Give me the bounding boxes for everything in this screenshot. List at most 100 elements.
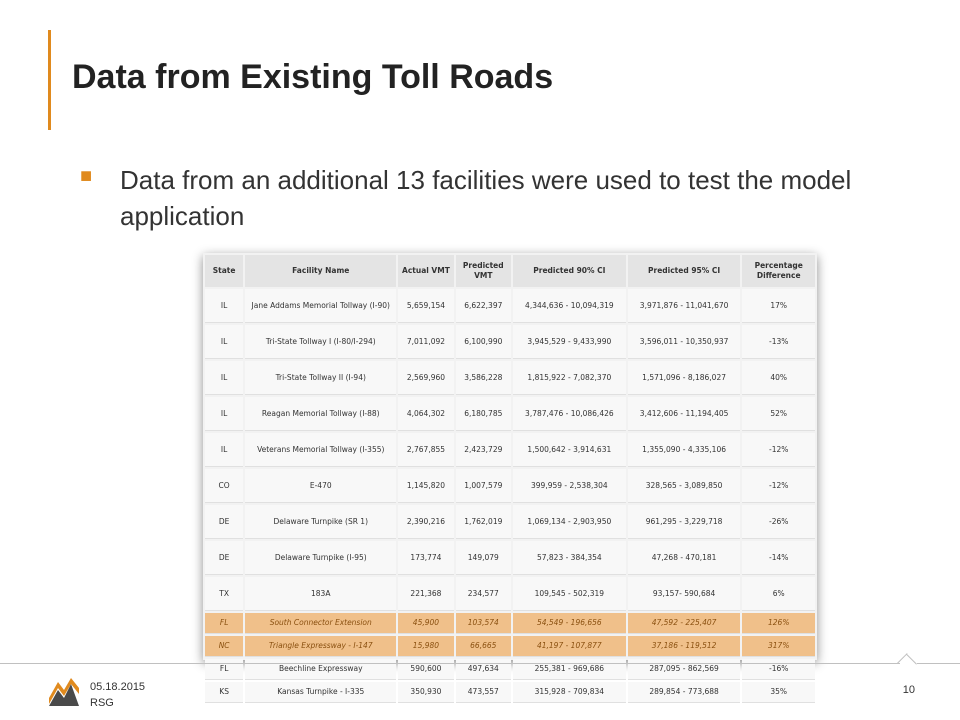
cell-pct-diff: 52% [742, 397, 815, 431]
table-row: NC Triangle Expressway - I-147 15,980 66,66… [205, 636, 815, 657]
cell-ci-95: 37,186 - 119,512 [627, 636, 741, 657]
cell-facility: Delaware Turnpike (I-95) [245, 541, 397, 575]
cell-facility: Reagan Memorial Tollway (I-88) [245, 397, 397, 431]
cell-state: NC [205, 636, 244, 657]
table-row: IL Veterans Memorial Tollway (I-355) 2,767… [205, 433, 815, 467]
table-row: IL Jane Addams Memorial Tollway (I-90) 5,6… [205, 289, 815, 323]
cell-facility: 183A [245, 577, 397, 611]
cell-pct-diff: -16% [742, 659, 815, 680]
cell-ci-95: 287,095 - 862,569 [627, 659, 741, 680]
cell-ci-90: 3,945,529 - 9,433,990 [512, 325, 626, 359]
cell-state: FL [205, 659, 244, 680]
cell-ci-90: 1,815,922 - 7,082,370 [512, 361, 626, 395]
cell-facility: Delaware Turnpike (SR 1) [245, 505, 397, 539]
cell-pct-diff: -26% [742, 505, 815, 539]
cell-ci-95: 47,268 - 470,181 [627, 541, 741, 575]
table-row: DE Delaware Turnpike (SR 1) 2,390,216 1,762… [205, 505, 815, 539]
header-facility: Facility Name [245, 255, 397, 287]
cell-ci-90: 54,549 - 196,656 [512, 613, 626, 634]
cell-state: DE [205, 541, 244, 575]
cell-ci-95: 3,971,876 - 11,041,670 [627, 289, 741, 323]
cell-pct-diff: -13% [742, 325, 815, 359]
cell-ci-95: 3,596,011 - 10,350,937 [627, 325, 741, 359]
cell-actual-vmt: 7,011,092 [398, 325, 454, 359]
cell-ci-90: 1,500,642 - 3,914,631 [512, 433, 626, 467]
cell-facility: Triangle Expressway - I-147 [245, 636, 397, 657]
cell-predicted-vmt: 149,079 [455, 541, 511, 575]
cell-ci-90: 399,959 - 2,538,304 [512, 469, 626, 503]
cell-ci-90: 315,928 - 709,834 [512, 682, 626, 703]
table-row: CO E-470 1,145,820 1,007,579 399,959 - 2,538… [205, 469, 815, 503]
footer-date: 05.18.2015 [90, 681, 146, 693]
cell-actual-vmt: 590,600 [398, 659, 454, 680]
footer-divider [0, 663, 900, 664]
table-row: IL Reagan Memorial Tollway (I-88) 4,064,30… [205, 397, 815, 431]
cell-state: KS [205, 682, 244, 703]
cell-predicted-vmt: 6,622,397 [455, 289, 511, 323]
table-row: KS Kansas Turnpike - I-335 350,930 473,557 3… [205, 682, 815, 703]
cell-predicted-vmt: 66,665 [455, 636, 511, 657]
cell-pct-diff: 35% [742, 682, 815, 703]
cell-facility: Tri-State Tollway I (I-80/I-294) [245, 325, 397, 359]
cell-actual-vmt: 173,774 [398, 541, 454, 575]
cell-predicted-vmt: 3,586,228 [455, 361, 511, 395]
table-row: TX 183A 221,368 234,577 109,545 - 502,319 93,… [205, 577, 815, 611]
header-state: State [205, 255, 244, 287]
cell-predicted-vmt: 6,100,990 [455, 325, 511, 359]
cell-pct-diff: 17% [742, 289, 815, 323]
cell-actual-vmt: 15,980 [398, 636, 454, 657]
cell-ci-90: 3,787,476 - 10,086,426 [512, 397, 626, 431]
bullet-text: Data from an additional 13 facilities we… [120, 165, 852, 231]
table-row: IL Tri-State Tollway II (I-94) 2,569,960 3,… [205, 361, 815, 395]
cell-predicted-vmt: 473,557 [455, 682, 511, 703]
cell-ci-90: 255,381 - 969,686 [512, 659, 626, 680]
table-row: FL Beechline Expressway 590,600 497,634 255,… [205, 659, 815, 680]
cell-pct-diff: 40% [742, 361, 815, 395]
square-bullet-icon: ■ [80, 165, 93, 187]
cell-ci-90: 41,197 - 107,877 [512, 636, 626, 657]
cell-predicted-vmt: 1,007,579 [455, 469, 511, 503]
header-predicted-vmt: Predicted VMT [455, 255, 511, 287]
cell-state: IL [205, 325, 244, 359]
table-row: DE Delaware Turnpike (I-95) 173,774 149,079… [205, 541, 815, 575]
cell-ci-90: 1,069,134 - 2,903,950 [512, 505, 626, 539]
cell-predicted-vmt: 103,574 [455, 613, 511, 634]
table-header-row: State Facility Name Actual VMT Predicted… [205, 255, 815, 287]
cell-pct-diff: 6% [742, 577, 815, 611]
cell-facility: Veterans Memorial Tollway (I-355) [245, 433, 397, 467]
cell-state: IL [205, 397, 244, 431]
cell-facility: Beechline Expressway [245, 659, 397, 680]
cell-state: IL [205, 433, 244, 467]
cell-ci-95: 1,571,096 - 8,186,027 [627, 361, 741, 395]
page-number: 10 [902, 684, 915, 696]
cell-facility: Jane Addams Memorial Tollway (I-90) [245, 289, 397, 323]
cell-actual-vmt: 1,145,820 [398, 469, 454, 503]
cell-ci-95: 1,355,090 - 4,335,106 [627, 433, 741, 467]
cell-ci-95: 47,592 - 225,407 [627, 613, 741, 634]
cell-actual-vmt: 45,900 [398, 613, 454, 634]
cell-actual-vmt: 2,569,960 [398, 361, 454, 395]
title-accent-bar [48, 30, 51, 130]
cell-ci-95: 289,854 - 773,688 [627, 682, 741, 703]
cell-predicted-vmt: 6,180,785 [455, 397, 511, 431]
cell-predicted-vmt: 1,762,019 [455, 505, 511, 539]
cell-ci-95: 93,157- 590,684 [627, 577, 741, 611]
cell-pct-diff: 126% [742, 613, 815, 634]
cell-ci-95: 961,295 - 3,229,718 [627, 505, 741, 539]
cell-pct-diff: -14% [742, 541, 815, 575]
slide-title: Data from Existing Toll Roads [72, 58, 554, 96]
cell-state: IL [205, 289, 244, 323]
cell-state: CO [205, 469, 244, 503]
cell-actual-vmt: 2,767,855 [398, 433, 454, 467]
cell-ci-90: 109,545 - 502,319 [512, 577, 626, 611]
cell-state: IL [205, 361, 244, 395]
table-row: FL South Connector Extension 45,900 103,574… [205, 613, 815, 634]
cell-actual-vmt: 5,659,154 [398, 289, 454, 323]
cell-facility: Kansas Turnpike - I-335 [245, 682, 397, 703]
toll-roads-table: State Facility Name Actual VMT Predicted… [203, 253, 817, 703]
cell-predicted-vmt: 234,577 [455, 577, 511, 611]
cell-pct-diff: -12% [742, 469, 815, 503]
footer-notch-right [906, 654, 917, 665]
header-ci-90: Predicted 90% CI [512, 255, 626, 287]
table-row: IL Tri-State Tollway I (I-80/I-294) 7,011,… [205, 325, 815, 359]
